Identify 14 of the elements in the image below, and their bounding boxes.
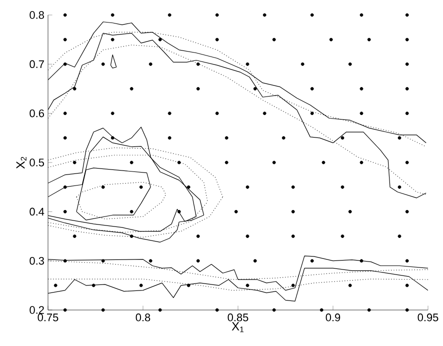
y-tick-label: 0.8: [30, 11, 44, 19]
y-tick-label: 0.6: [30, 109, 44, 118]
x-tick-label: 0.85: [228, 314, 248, 322]
y-axis-title: X$_{2}$: [16, 156, 26, 169]
x-tick-label: 0.9: [326, 314, 340, 322]
x-tick-label: 0.8: [136, 314, 150, 322]
y-tick-label: 0.4: [30, 208, 44, 216]
x-tick-label: 0.75: [38, 314, 58, 322]
y-tick-label: 0.2: [30, 306, 44, 314]
y-tick-label: 0.5: [30, 158, 44, 166]
x-tick-label: 0.95: [418, 314, 438, 322]
y-tick-label: 0.7: [30, 60, 44, 68]
x-axis-title: X$_{1}$: [232, 322, 244, 332]
y-tick-label: 0.3: [30, 256, 44, 265]
